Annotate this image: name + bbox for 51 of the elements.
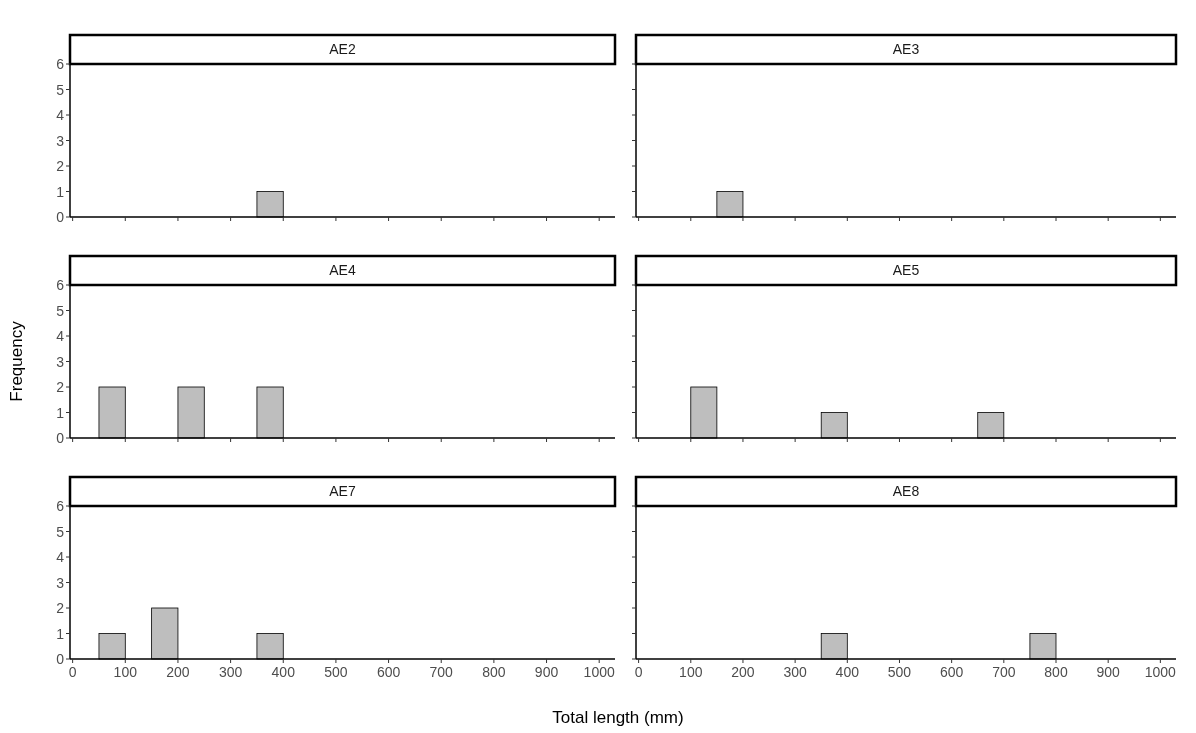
y-tick-label: 4 bbox=[56, 549, 65, 565]
x-tick-label: 800 bbox=[1044, 664, 1068, 680]
y-tick-label: 1 bbox=[56, 183, 65, 200]
x-tick-label: 900 bbox=[1096, 664, 1121, 680]
chart-title: AE2 bbox=[329, 41, 356, 57]
x-tick-label: 800 bbox=[482, 664, 506, 680]
y-tick-label: 6 bbox=[56, 277, 65, 293]
x-tick-label: 500 bbox=[324, 664, 348, 680]
y-tick-label: 3 bbox=[56, 132, 65, 149]
x-tick-label: 1000 bbox=[1144, 664, 1177, 680]
x-tick-label: 300 bbox=[218, 664, 243, 680]
x-tick-label: 600 bbox=[376, 664, 401, 680]
y-tick-label: 3 bbox=[56, 353, 65, 370]
x-tick-label: 1000 bbox=[583, 664, 615, 680]
y-axis-title: Frequency bbox=[7, 320, 26, 402]
x-tick-label: 400 bbox=[271, 664, 296, 680]
y-tick-label: 4 bbox=[56, 328, 65, 344]
y-tick-label: 5 bbox=[56, 81, 65, 98]
x-tick-label: 400 bbox=[835, 664, 860, 680]
y-tick-label: 3 bbox=[56, 574, 65, 591]
y-tick-label: 2 bbox=[56, 600, 65, 616]
chart-title: AE7 bbox=[329, 483, 356, 499]
y-tick-label: 0 bbox=[56, 430, 65, 446]
y-tick-label: 0 bbox=[56, 651, 65, 667]
chart-title: AE4 bbox=[329, 262, 356, 278]
y-tick-label: 6 bbox=[56, 498, 65, 514]
x-tick-label: 0 bbox=[68, 664, 77, 680]
x-tick-label: 700 bbox=[429, 664, 454, 680]
y-tick-label: 5 bbox=[56, 523, 65, 540]
x-tick-label: 700 bbox=[992, 664, 1016, 680]
x-tick-label: 900 bbox=[534, 664, 559, 680]
y-tick-label: 0 bbox=[56, 209, 65, 225]
y-tick-label: 1 bbox=[56, 404, 65, 421]
chart-title: AE8 bbox=[892, 483, 920, 499]
y-tick-label: 4 bbox=[56, 107, 65, 123]
x-tick-label: 100 bbox=[679, 664, 703, 680]
chart-title: AE5 bbox=[892, 262, 920, 278]
chart-title: AE3 bbox=[892, 41, 920, 57]
x-tick-label: 600 bbox=[939, 664, 964, 680]
x-tick-label: 0 bbox=[634, 664, 643, 680]
x-tick-label: 500 bbox=[887, 664, 912, 680]
x-tick-label: 200 bbox=[731, 664, 755, 680]
y-tick-label: 5 bbox=[56, 302, 65, 319]
y-tick-label: 1 bbox=[56, 625, 65, 642]
x-tick-label: 100 bbox=[113, 664, 138, 680]
y-tick-label: 6 bbox=[56, 56, 65, 72]
x-tick-label: 300 bbox=[783, 664, 808, 680]
y-tick-label: 2 bbox=[56, 158, 65, 174]
x-axis-title: Total length (mm) bbox=[552, 708, 684, 727]
x-tick-label: 200 bbox=[166, 664, 190, 680]
y-tick-label: 2 bbox=[56, 379, 65, 395]
